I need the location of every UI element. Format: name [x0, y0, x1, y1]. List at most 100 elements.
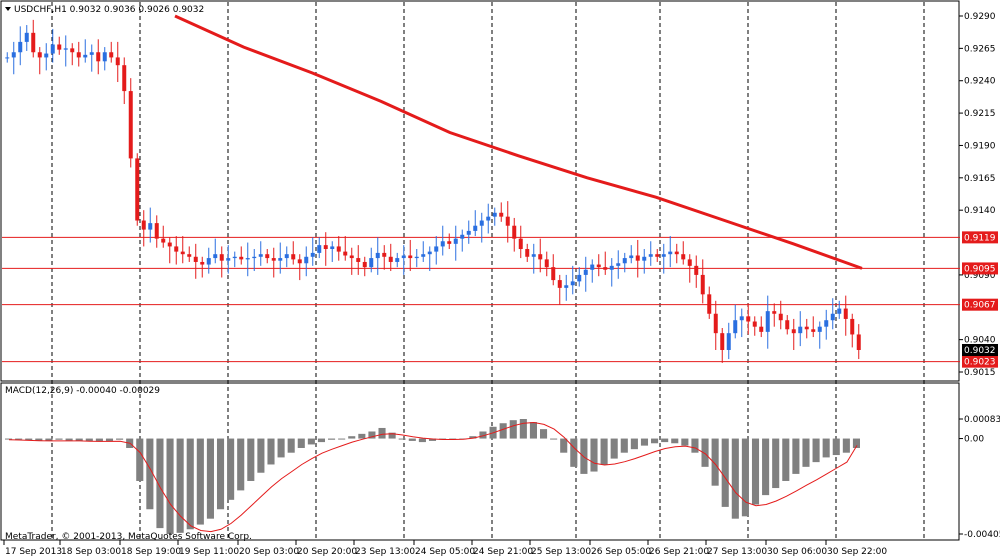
candle-body: [180, 251, 185, 255]
macd-bar: [257, 438, 265, 473]
macd-bar: [206, 438, 214, 519]
candle-body: [148, 223, 153, 230]
candle-body: [226, 258, 231, 261]
macd-bar: [671, 438, 679, 444]
candle-body: [11, 52, 16, 58]
candle-body: [232, 256, 237, 259]
candle-body: [577, 274, 582, 282]
macd-bar: [408, 438, 416, 441]
macd-tick-label: 0.00: [964, 435, 984, 445]
candle-body: [531, 254, 536, 257]
current-price-badge: [962, 343, 998, 356]
candle-body: [798, 326, 803, 334]
time-tick-label: 30 Sep 22:00: [827, 547, 887, 557]
time-tick-label: 24 Sep 05:00: [415, 547, 475, 557]
candle-body: [187, 254, 192, 257]
macd-bar: [731, 438, 739, 519]
macd-label: MACD(12,26,9) -0.00040 -0.00029: [5, 386, 160, 396]
candle-body: [245, 258, 250, 260]
candle-body: [557, 280, 562, 288]
macd-bar: [307, 438, 315, 445]
candle-body: [89, 52, 94, 55]
candle-body: [850, 318, 855, 335]
macd-bar: [651, 438, 659, 444]
macd-bar: [610, 438, 618, 459]
triangle-down-icon[interactable]: [5, 7, 11, 11]
candle-body: [213, 254, 218, 259]
candle-body: [629, 255, 634, 259]
candle-body: [50, 44, 55, 54]
candle-body: [856, 334, 861, 350]
candle-body: [499, 212, 504, 217]
macd-bar: [640, 438, 649, 446]
candle-body: [31, 32, 36, 53]
candle-body: [473, 225, 478, 231]
candle-body: [336, 246, 341, 252]
candle-body: [70, 48, 75, 53]
macd-bar: [348, 436, 356, 439]
candle-body: [278, 258, 283, 261]
level-badge: [962, 231, 998, 244]
candle-body: [271, 258, 276, 261]
candle-body: [356, 258, 361, 262]
macd-tick-label: -0.00405: [964, 530, 1000, 540]
level-badge-label: 0.9067: [964, 301, 996, 311]
macd-bar: [832, 438, 840, 456]
candle-body: [109, 52, 114, 58]
macd-bar: [802, 438, 810, 467]
macd-bar: [661, 438, 669, 443]
price-tick-label: 0.9165: [964, 174, 996, 184]
price-tick-label: 0.9015: [964, 368, 996, 378]
macd-bar: [105, 438, 114, 442]
candle-body: [440, 241, 445, 247]
candle-body: [174, 246, 179, 252]
macd-bar: [45, 438, 53, 441]
candle-body: [752, 321, 757, 327]
macd-bar: [529, 422, 537, 439]
candle-body: [24, 32, 29, 42]
macd-bar: [85, 438, 93, 442]
candle-body: [362, 261, 367, 268]
macd-signal-line: [8, 421, 858, 533]
candle-body: [466, 230, 471, 235]
macd-bar: [701, 438, 709, 467]
candle-body: [596, 264, 601, 268]
price-tick-label: 0.9090: [964, 271, 996, 281]
candle-body: [239, 256, 244, 260]
price-tick-label: 0.9265: [964, 44, 996, 54]
candle-body: [206, 258, 211, 265]
level-badge: [962, 355, 998, 368]
candle-body: [804, 326, 809, 330]
macd-bar: [237, 438, 245, 491]
macd-bar: [247, 438, 255, 481]
macd-axis: 0.00083 0.00 -0.00405: [959, 415, 1000, 540]
macd-bar: [509, 420, 517, 439]
time-tick-label: 18 Sep 03:00: [61, 547, 121, 557]
time-tick-label: 24 Sep 21:00: [473, 547, 533, 557]
candle-body: [570, 281, 575, 286]
candle-body: [843, 308, 848, 319]
macd-bar: [267, 438, 275, 465]
candle-body: [343, 251, 348, 256]
macd-bar: [822, 438, 830, 458]
time-tick-label: 27 Sep 13:00: [707, 547, 767, 557]
price-tick-label: 0.9290: [964, 12, 996, 22]
candle-body: [479, 220, 484, 226]
macd-bar: [772, 438, 780, 489]
candle-body: [765, 311, 770, 332]
macd-bar: [762, 438, 770, 496]
candle-body: [284, 254, 289, 259]
candle-body: [128, 91, 133, 159]
macd-bar: [580, 438, 588, 474]
macd-bar: [338, 438, 346, 440]
macd-bar: [55, 438, 63, 440]
candle-body: [83, 54, 88, 58]
macd-histogram: [5, 419, 860, 534]
time-tick-label: 20 Sep 03:00: [239, 547, 299, 557]
candle-body: [759, 326, 764, 332]
candle-body: [200, 261, 205, 265]
candle-body: [427, 251, 432, 255]
level-badge-label: 0.9095: [964, 264, 996, 274]
candle-body: [609, 265, 614, 270]
